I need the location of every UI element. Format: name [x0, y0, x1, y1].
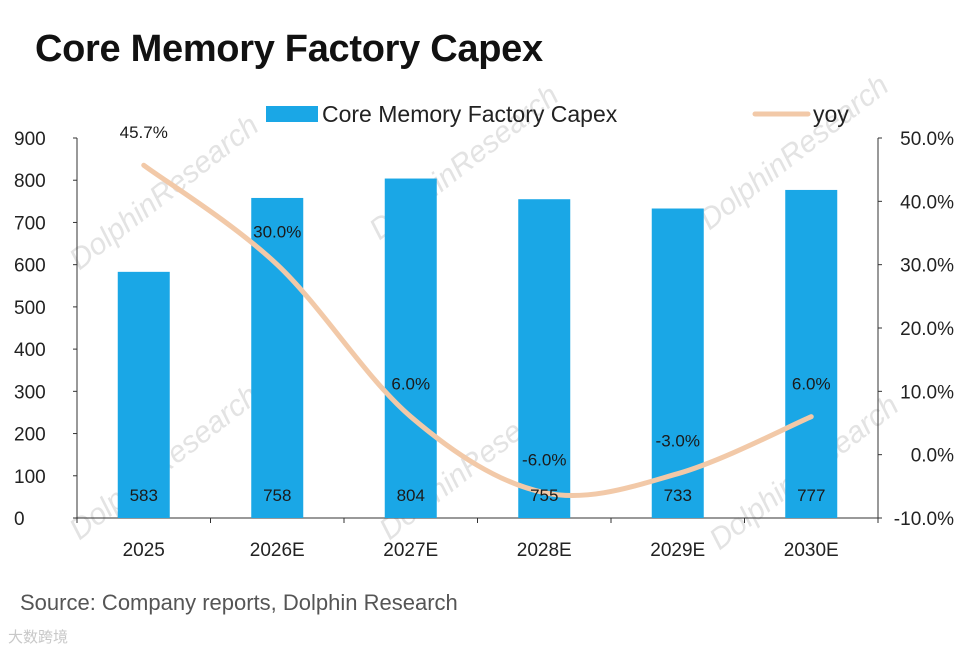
capex-bar [384, 178, 437, 519]
footer-logo: 大数跨境 [8, 629, 69, 646]
left-tick-label: 900 [14, 129, 46, 150]
x-tick-label: 2027E [383, 540, 438, 561]
right-tick-label: -10.0% [894, 509, 954, 530]
x-tick-label: 2029E [650, 540, 705, 561]
bar-value-label: 755 [530, 486, 558, 505]
yoy-value-label: -3.0% [656, 432, 700, 451]
watermark-layer: DolphinResearch DolphinResearch DolphinRes… [63, 69, 905, 557]
right-tick-label: 20.0% [900, 319, 954, 340]
left-tick-label: 400 [14, 340, 46, 361]
yoy-line [141, 162, 814, 498]
x-tick-label: 2026E [250, 540, 305, 561]
right-tick-label: 40.0% [900, 192, 954, 213]
axes: 0 100 200 300 400 500 600 700 800 900 -10.0% 0.0% 10… [14, 129, 954, 561]
bar-value-label: 583 [130, 486, 158, 505]
x-tick-label: 2025 [123, 540, 165, 561]
left-tick-label: 500 [14, 298, 46, 319]
left-tick-label: 100 [14, 467, 46, 488]
left-tick-label: 800 [14, 171, 46, 192]
right-tick-label: 50.0% [900, 129, 954, 150]
bar-value-label: 777 [797, 486, 825, 505]
yoy-line-layer [141, 162, 814, 498]
yoy-value-label: 45.7% [120, 123, 168, 142]
capex-bar [785, 189, 838, 518]
data-labels: 583 758 804 755 733 777 45.7% 30.0% 6.0% -6.0% -3.… [120, 123, 831, 505]
chart-title: Core Memory Factory Capex [35, 28, 543, 70]
legend: Core Memory Factory Capex yoy [266, 101, 849, 127]
source-note: Source: Company reports, Dolphin Researc… [20, 590, 458, 615]
x-tick-label: 2030E [784, 540, 839, 561]
x-tick-label: 2028E [517, 540, 572, 561]
left-tick-label: 0 [14, 509, 25, 530]
left-tick-label: 600 [14, 256, 46, 277]
bars [117, 178, 838, 519]
yoy-value-label: -6.0% [522, 451, 566, 470]
right-tick-label: 30.0% [900, 256, 954, 277]
legend-bar-swatch [266, 106, 318, 122]
right-tick-label: 0.0% [911, 446, 954, 467]
yoy-value-label: 6.0% [391, 375, 430, 394]
bar-value-label: 733 [664, 486, 692, 505]
yoy-value-label: 6.0% [792, 375, 831, 394]
capex-bar [518, 199, 571, 518]
right-tick-label: 10.0% [900, 382, 954, 403]
left-tick-label: 300 [14, 382, 46, 403]
legend-line-label: yoy [813, 101, 849, 127]
bar-value-label: 804 [397, 486, 425, 505]
yoy-value-label: 30.0% [253, 223, 301, 242]
capex-bar [117, 271, 170, 518]
left-tick-label: 200 [14, 425, 46, 446]
bar-value-label: 758 [263, 486, 291, 505]
left-tick-label: 700 [14, 213, 46, 234]
legend-bar-label: Core Memory Factory Capex [322, 101, 618, 127]
